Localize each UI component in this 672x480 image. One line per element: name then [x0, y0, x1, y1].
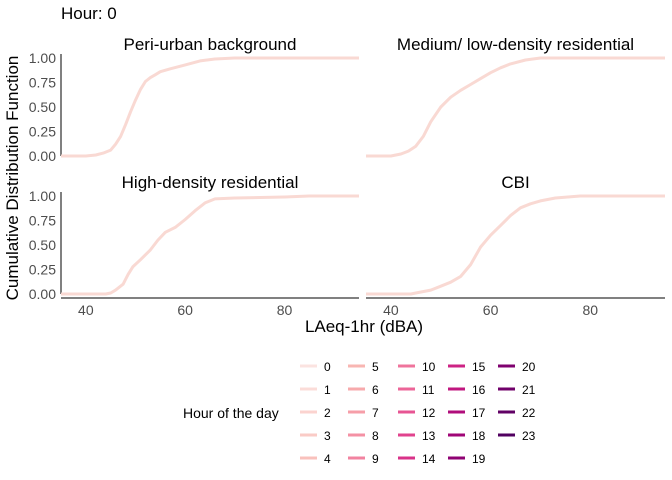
- legend-item: 23: [498, 429, 536, 443]
- legend-label: 11: [422, 383, 435, 397]
- panels-group: Peri-urban background 0.00 0.25 0.50 0.75 1.0…: [29, 35, 665, 318]
- legend-label: 14: [422, 452, 436, 466]
- cdf-line: [366, 56, 665, 158]
- legend-label: 0: [324, 360, 331, 374]
- legend-item: 3: [300, 429, 331, 443]
- panel-0: Peri-urban background 0.00 0.25 0.50 0.75 1.0…: [29, 35, 359, 164]
- x-tick-label: 60: [177, 302, 193, 318]
- legend-title: Hour of the day: [183, 405, 279, 421]
- legend-item: 5: [348, 360, 379, 374]
- legend-label: 13: [422, 429, 436, 443]
- legend-label: 7: [372, 406, 379, 420]
- legend-item: 12: [398, 406, 436, 420]
- legend-label: 1: [324, 383, 331, 397]
- legend-item: 16: [448, 383, 486, 397]
- panel-title: High-density residential: [122, 173, 299, 192]
- panel-1: Medium/ low-density residential: [366, 35, 665, 158]
- legend-item: 4: [300, 452, 331, 466]
- legend-label: 8: [372, 429, 379, 443]
- legend-item: 15: [448, 360, 486, 374]
- y-tick-label: 0.75: [29, 213, 56, 229]
- x-tick-label: 80: [277, 302, 293, 318]
- y-tick-label: 0.25: [29, 124, 56, 140]
- y-tick-label: 0.00: [29, 148, 56, 164]
- y-tick-label: 0.50: [29, 237, 56, 253]
- y-tick-label: 0.25: [29, 262, 56, 278]
- y-tick-label: 0.75: [29, 75, 56, 91]
- legend-item: 13: [398, 429, 436, 443]
- legend-item: 10: [398, 360, 436, 374]
- legend-item: 14: [398, 452, 436, 466]
- panel-title: Peri-urban background: [124, 35, 297, 54]
- legend-label: 10: [422, 360, 436, 374]
- legend-label: 12: [422, 406, 436, 420]
- panel-3: CBI 40 60 80: [366, 173, 665, 318]
- legend-label: 17: [472, 406, 486, 420]
- y-tick-label: 0.00: [29, 286, 56, 302]
- legend: Hour of the day 012345678910111213141516…: [183, 360, 536, 466]
- legend-label: 22: [522, 406, 536, 420]
- legend-item: 1: [300, 383, 331, 397]
- chart-title: Hour: 0: [61, 4, 117, 23]
- legend-label: 9: [372, 452, 379, 466]
- y-tick-label: 1.00: [29, 188, 56, 204]
- legend-label: 3: [324, 429, 331, 443]
- y-tick-label: 0.50: [29, 99, 56, 115]
- cdf-line: [61, 56, 359, 158]
- y-tick-label: 1.00: [29, 50, 56, 66]
- panel-title: CBI: [501, 173, 529, 192]
- legend-item: 7: [348, 406, 379, 420]
- legend-label: 20: [522, 360, 536, 374]
- x-tick-label: 40: [78, 302, 94, 318]
- x-tick-label: 60: [483, 302, 499, 318]
- cdf-line: [61, 194, 359, 296]
- legend-label: 4: [324, 452, 331, 466]
- legend-label: 2: [324, 406, 331, 420]
- legend-item: 6: [348, 383, 379, 397]
- legend-item: 8: [348, 429, 379, 443]
- x-tick-label: 80: [582, 302, 598, 318]
- x-axis-label: LAeq-1hr (dBA): [305, 317, 423, 336]
- legend-item: 19: [448, 452, 486, 466]
- legend-item: 2: [300, 406, 331, 420]
- legend-label: 21: [522, 383, 536, 397]
- legend-item: 22: [498, 406, 536, 420]
- legend-label: 6: [372, 383, 379, 397]
- y-axis-label: Cumulative Distribution Function: [3, 56, 22, 301]
- panel-title: Medium/ low-density residential: [397, 35, 634, 54]
- legend-item: 17: [448, 406, 486, 420]
- legend-item: 21: [498, 383, 536, 397]
- legend-label: 23: [522, 429, 536, 443]
- legend-label: 5: [372, 360, 379, 374]
- legend-label: 16: [472, 383, 486, 397]
- legend-label: 15: [472, 360, 486, 374]
- legend-label: 18: [472, 429, 486, 443]
- legend-item: 20: [498, 360, 536, 374]
- legend-item: 11: [398, 383, 435, 397]
- legend-label: 19: [472, 452, 486, 466]
- cdf-line: [366, 194, 665, 296]
- x-tick-label: 40: [383, 302, 399, 318]
- legend-item: 0: [300, 360, 331, 374]
- panel-2: High-density residential 0.00 0.25 0.50 0.75…: [29, 173, 359, 318]
- legend-item: 18: [448, 429, 486, 443]
- legend-item: 9: [348, 452, 379, 466]
